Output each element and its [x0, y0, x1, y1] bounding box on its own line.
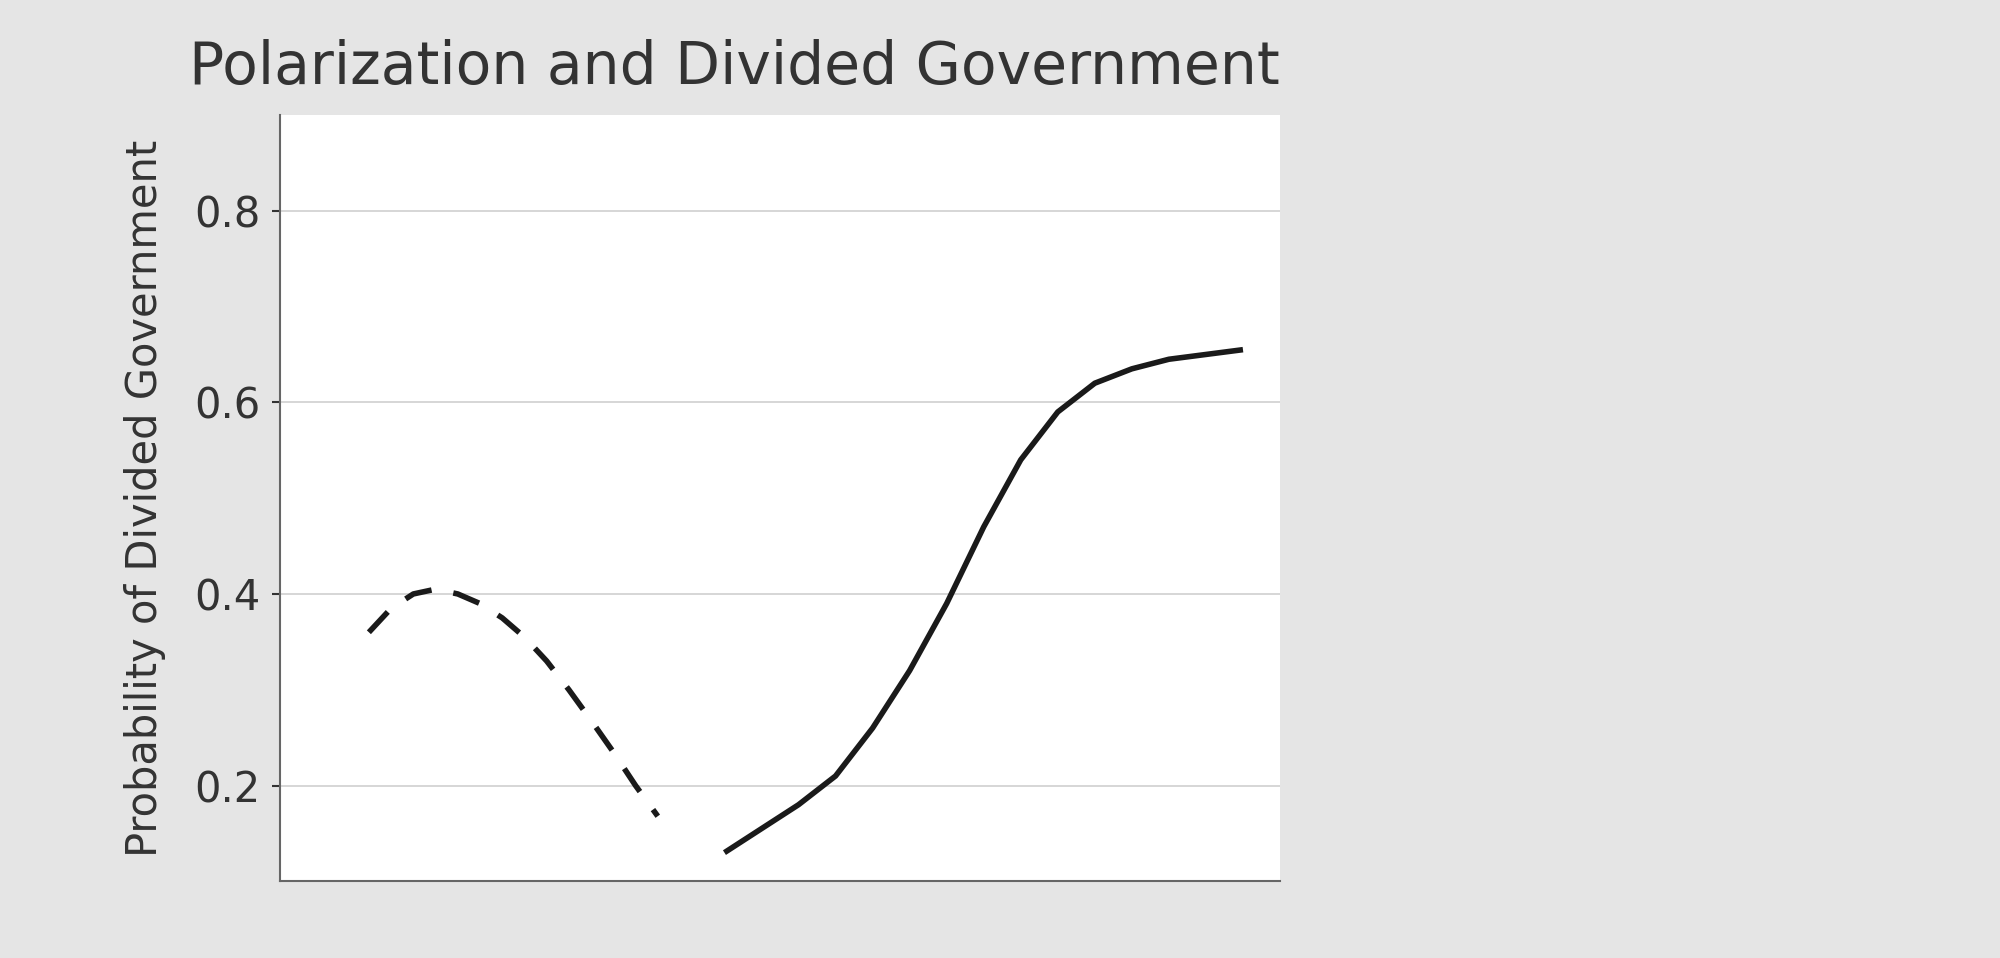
- Y-axis label: Probability of Divided Government: Probability of Divided Government: [124, 140, 166, 856]
- Text: Polarization and Divided Government: Polarization and Divided Government: [190, 39, 1280, 97]
